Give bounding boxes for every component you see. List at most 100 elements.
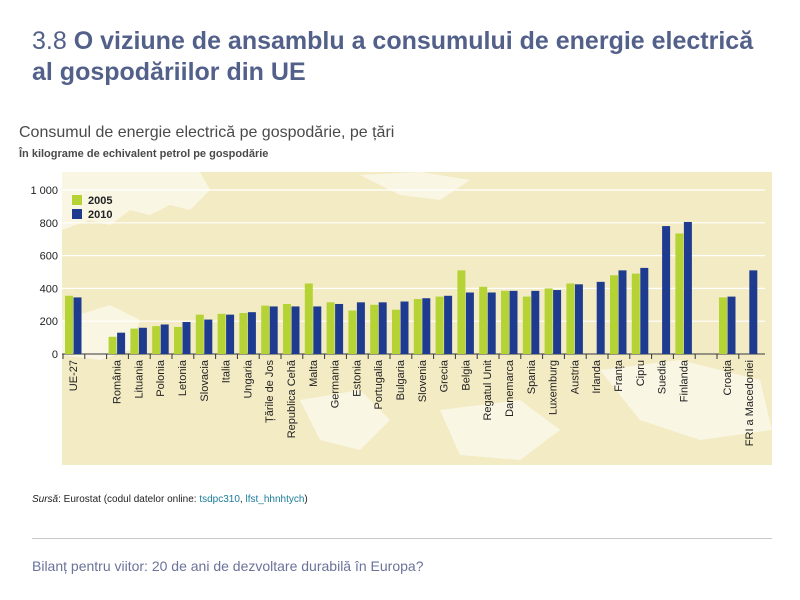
europe-map-background <box>62 172 772 465</box>
bar-2005 <box>261 305 270 354</box>
bar-2010 <box>356 302 365 354</box>
y-tick-label: 600 <box>40 251 58 263</box>
bar-2010 <box>160 324 169 354</box>
x-tick-label: Bulgaria <box>395 359 407 400</box>
bar-2005 <box>283 303 291 354</box>
x-axis: UE-27 România Lituania Polonia Letonia Slovac… <box>62 354 756 446</box>
section-title: O viziune de ansamblu a consumului de en… <box>32 27 754 86</box>
x-tick-label: Grecia <box>439 359 451 392</box>
bar-2010 <box>727 296 736 354</box>
x-tick-label: Italia <box>221 359 233 383</box>
chart-title: Consumul de energie electrică pe gospodă… <box>19 124 395 141</box>
divider <box>32 538 772 539</box>
x-tick-label: Republica Cehă <box>286 359 298 438</box>
x-tick-label: FRI a Macedoniei <box>744 360 756 446</box>
bar-2005 <box>522 296 531 354</box>
x-tick-label: Suedia <box>657 359 669 394</box>
bar-2010 <box>662 226 671 354</box>
source-note: Sursă: Eurostat (codul datelor online: t… <box>32 494 308 505</box>
bar-2005 <box>457 270 466 354</box>
bar-2005 <box>217 313 226 354</box>
x-tick-label: Austria <box>569 359 581 394</box>
bar-2005 <box>719 297 727 354</box>
chart-subtitle: În kilograme de echivalent petrol pe gos… <box>19 148 269 160</box>
bar-2010 <box>487 292 496 354</box>
x-tick-label: Țările de Jos <box>264 360 276 423</box>
legend: 2005 2010 <box>72 195 112 221</box>
x-tick-label: Finlanda <box>678 359 690 402</box>
bar-2005 <box>65 295 73 354</box>
x-tick-label: Spania <box>526 359 538 394</box>
footer-text: Bilanț pentru viitor: 20 de ani de dezvo… <box>32 558 424 574</box>
x-tick-label: Ungaria <box>242 359 254 398</box>
bar-2010 <box>269 306 278 354</box>
x-tick-label: Regatul Unit <box>482 360 494 421</box>
source-link-tsdpc310[interactable]: tsdpc310 <box>199 494 240 505</box>
bar-2010 <box>226 314 235 354</box>
x-tick-label: Slovenia <box>417 359 429 402</box>
y-tick-label: 1 000 <box>30 185 58 197</box>
source-text: : Eurostat (codul datelor online: <box>58 494 200 505</box>
x-tick-label: Irlanda <box>591 359 603 394</box>
bar-2010 <box>400 301 409 354</box>
bar-2010 <box>378 302 387 354</box>
bar-chart: 0 200 400 600 800 1 000 UE-27 România Lituania P… <box>30 172 772 465</box>
x-tick-label: Estonia <box>351 359 363 397</box>
x-tick-label: Portugalia <box>373 359 385 409</box>
bars <box>65 221 758 354</box>
bar-2005 <box>675 233 684 354</box>
bar-2010 <box>422 298 431 354</box>
bar-2005 <box>370 304 379 354</box>
bar-2005 <box>239 313 248 354</box>
bar-2010 <box>204 319 213 354</box>
bar-2010 <box>73 297 82 354</box>
bar-2010 <box>182 322 191 354</box>
bar-2010 <box>247 312 256 354</box>
x-tick-label: Polonia <box>155 359 167 397</box>
bar-2010 <box>683 221 692 354</box>
bar-2005 <box>326 302 335 354</box>
bar-2005 <box>152 326 161 354</box>
page-title: 3.8 O viziune de ansamblu a consumului d… <box>32 26 772 88</box>
x-tick-label: Belgia <box>460 359 472 390</box>
x-tick-label: Croația <box>722 359 734 395</box>
bar-2010 <box>313 306 322 354</box>
section-number: 3.8 <box>32 27 67 55</box>
x-tick-label: Malta <box>308 359 320 387</box>
source-sep: , <box>239 494 246 505</box>
bar-2005 <box>566 283 575 354</box>
x-tick-label: Luxemburg <box>548 360 560 415</box>
y-tick-label: 200 <box>40 316 58 328</box>
bar-2005 <box>435 296 444 354</box>
legend-swatch-2005 <box>72 195 82 205</box>
x-tick-label: Germania <box>330 359 342 408</box>
bar-2010 <box>444 295 453 354</box>
x-tick-label: Franța <box>613 359 625 392</box>
bar-2010 <box>465 292 474 354</box>
x-tick-label: Slovacia <box>199 359 211 401</box>
bar-2005 <box>195 314 204 354</box>
x-tick-label: Lituania <box>133 359 145 398</box>
bar-2010 <box>138 327 147 354</box>
bar-2005 <box>544 288 553 354</box>
x-tick-label: Danemarca <box>504 359 516 417</box>
bar-2005 <box>479 286 488 354</box>
source-link-lfst[interactable]: lfst_hhnhtych <box>245 494 305 505</box>
bar-2005 <box>631 273 640 354</box>
source-label: Sursă <box>32 494 59 505</box>
x-tick-label: Letonia <box>177 359 189 396</box>
y-tick-label: 800 <box>40 218 58 230</box>
bar-2005 <box>348 310 357 354</box>
source-end: ) <box>304 494 308 505</box>
bar-2005 <box>501 290 509 354</box>
bar-2010 <box>291 306 300 354</box>
legend-label-2010: 2010 <box>88 209 112 221</box>
bar-2010 <box>574 284 583 354</box>
bar-2005 <box>413 299 422 354</box>
x-tick-label: România <box>112 359 124 404</box>
bar-2010 <box>531 290 540 354</box>
bar-2010 <box>640 267 649 354</box>
legend-label-2005: 2005 <box>88 195 112 207</box>
bar-2005 <box>130 328 139 354</box>
y-tick-label: 400 <box>40 283 58 295</box>
